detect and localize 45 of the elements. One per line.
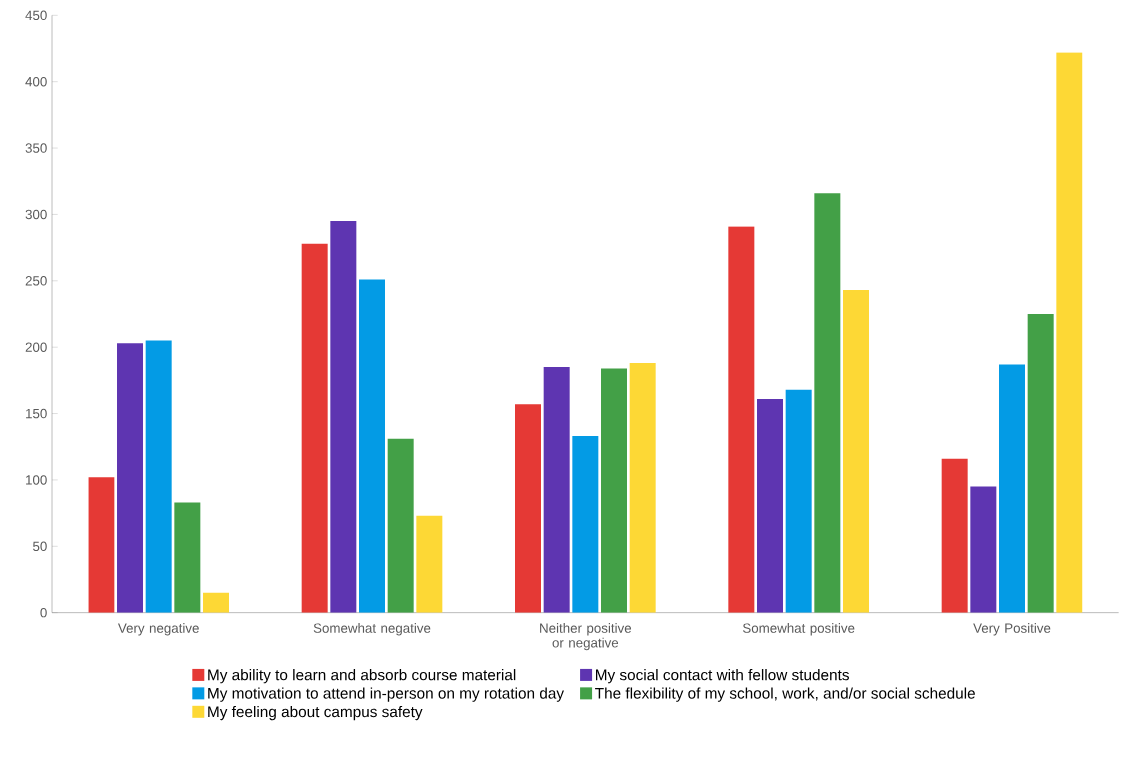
bar [728, 226, 755, 613]
bar [999, 364, 1025, 613]
legend-label: My feeling about campus safety [208, 705, 423, 721]
bar [359, 279, 386, 613]
y-tick-label: 150 [26, 408, 47, 419]
x-tick-label: Somewhat negative [313, 623, 431, 636]
legend-label: My social contact with fellow students [596, 669, 849, 684]
bar [785, 389, 812, 613]
y-tick-label: 50 [33, 541, 47, 551]
bar [629, 363, 656, 613]
y-tick-label: 200 [25, 342, 47, 352]
bar [843, 290, 870, 613]
legend-label: The flexibility of my school, work, and/or social schedule [595, 687, 975, 702]
bar [572, 436, 599, 613]
y-tick-label: 0 [40, 607, 47, 618]
y-tick-label: 100 [26, 475, 47, 485]
bar [203, 592, 230, 613]
bar [757, 398, 783, 613]
bar [515, 404, 541, 613]
bar [174, 502, 201, 613]
bar [387, 438, 414, 613]
x-tick-label: Somewhat positive [742, 623, 855, 636]
legend-label: My motivation to attend in-person on my rotation day [208, 687, 564, 702]
bar [301, 243, 328, 613]
bar [601, 368, 628, 613]
y-tick-label: 250 [25, 276, 47, 286]
bar [88, 477, 115, 613]
bar [145, 340, 172, 613]
bar [330, 221, 357, 613]
x-tick-label: Neither positive or negative [540, 623, 632, 651]
bar [117, 343, 144, 613]
bar [1056, 52, 1083, 613]
bar [970, 486, 997, 613]
y-tick-label: 300 [25, 209, 47, 220]
bar [1027, 313, 1054, 613]
y-tick-label: 450 [25, 10, 47, 21]
y-tick-label: 350 [25, 143, 47, 153]
bar [416, 515, 443, 613]
x-tick-label: Very negative [117, 623, 199, 636]
bar [814, 193, 841, 613]
legend-label: My ability to learn and absorb course material [208, 669, 516, 684]
y-tick-label: 400 [25, 76, 47, 87]
bar [941, 458, 968, 613]
bar [543, 367, 570, 613]
x-tick-label: Very Positive [973, 623, 1051, 636]
